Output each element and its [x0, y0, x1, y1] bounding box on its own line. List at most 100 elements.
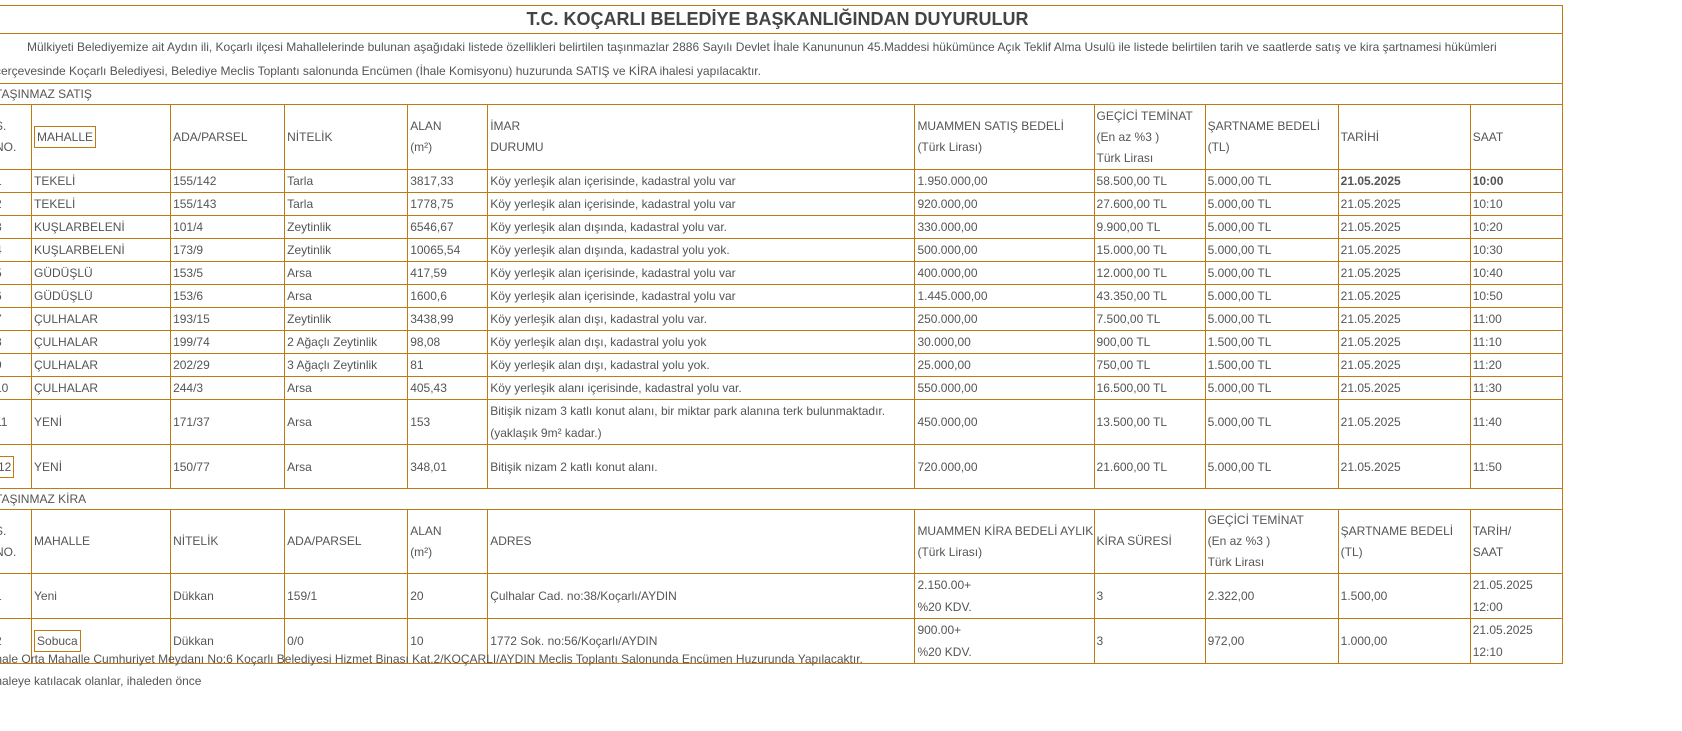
sale-cell: 8: [0, 330, 33, 354]
header-text: MAHALLE: [34, 125, 97, 148]
sale-cell: 10:50: [1469, 284, 1564, 308]
cell-text: 12:00: [1472, 600, 1503, 614]
cell-text: Zeytinlik: [287, 312, 332, 326]
sale-cell: 1.500,00 TL: [1204, 330, 1339, 354]
header-text: MAHALLE: [34, 534, 91, 548]
sale-cell: 5.000,00 TL: [1204, 444, 1339, 489]
cell-text: 43.350,00 TL: [1096, 289, 1168, 303]
header-text: TARİH/: [1472, 523, 1512, 538]
cell-text: Köy yerleşik alan dışı, kadastral yolu v…: [490, 312, 707, 326]
sale-cell: Köy yerleşik alan dışında, kadastral yol…: [487, 238, 916, 262]
cell-text: Zeytinlik: [287, 243, 332, 257]
cell-text: 101/4: [173, 220, 204, 234]
sale-table-row[interactable]: 5 GÜDÜŞLÜ 153/5 Arsa 417,59 Köy yerleşik alan…: [0, 261, 1564, 285]
rent-table-row[interactable]: 2 Sobuca Dükkan 0/0 10 1772 Sok. no:56/Koçarl…: [0, 618, 1564, 664]
rent-cell: 2: [0, 618, 33, 664]
sale-cell: 27.600,00 TL: [1093, 192, 1206, 216]
rent-header-cell: NİTELİK: [170, 509, 286, 574]
sale-header-cell: ALAN (m²): [407, 104, 489, 170]
cell-text: 5.000,00 TL: [1207, 312, 1272, 326]
cell-text: 9: [0, 358, 2, 372]
cell-text: 10065,54: [410, 243, 461, 257]
sale-cell: KUŞLARBELENİ: [31, 215, 172, 239]
sale-table-row[interactable]: 2 TEKELİ 155/143 Tarla 1778,75 Köy yerleşik a…: [0, 192, 1564, 216]
sale-header-row: S. NO. MAHALLE ADA/PARSEL NİTELİK ALAN (m²) İMA…: [0, 104, 1564, 170]
sale-table-row[interactable]: 12 YENİ 150/77 Arsa 348,01 Bitişik nizam 2 ka…: [0, 444, 1564, 489]
sale-cell: 25.000,00: [914, 353, 1095, 377]
cell-text: 2: [0, 634, 2, 648]
sale-table-row[interactable]: 11 YENİ 171/37 Arsa 153 Bitişik nizam 3 katlı…: [0, 399, 1564, 445]
sale-table-row[interactable]: 3 KUŞLARBELENİ 101/4 Zeytinlik 6546,67 Köy ye…: [0, 215, 1564, 239]
sale-cell: 10: [0, 376, 33, 400]
sale-cell: 10:20: [1469, 215, 1564, 239]
sale-table-row[interactable]: 9 ÇULHALAR 202/29 3 Ağaçlı Zeytinlik 81 Köy y…: [0, 353, 1564, 377]
cell-text: 21.05.2025: [1340, 415, 1401, 429]
cell-text: 5.000,00 TL: [1207, 243, 1272, 257]
sale-cell: 16.500,00 TL: [1093, 376, 1206, 400]
cell-text: 900,00 TL: [1096, 335, 1151, 349]
sale-table-row[interactable]: 6 GÜDÜŞLÜ 153/6 Arsa 1600,6 Köy yerleşik alan…: [0, 284, 1564, 308]
cell-text: 81: [410, 358, 424, 372]
sale-cell: 3 Ağaçlı Zeytinlik: [284, 353, 409, 377]
sale-cell: 5: [0, 261, 33, 285]
header-text: MUAMMEN KİRA BEDELİ AYLIK: [917, 523, 1094, 538]
sale-header-cell: MUAMMEN SATIŞ BEDELİ (Türk Lirası): [914, 104, 1095, 170]
sale-cell: 250.000,00: [914, 307, 1095, 331]
sale-cell: 21.05.2025: [1337, 192, 1471, 216]
cell-text: 10: [0, 381, 9, 395]
header-text: ŞARTNAME BEDELİ: [1340, 523, 1454, 538]
page-title: T.C. KOÇARLI BELEDİYE BAŞKANLIĞINDAN DUY…: [0, 5, 1563, 34]
cell-text: 1772 Sok. no:56/Koçarlı/AYDIN: [490, 634, 658, 648]
sale-cell: Köy yerleşik alan içerisinde, kadastral …: [487, 192, 916, 216]
sale-cell: YENİ: [31, 399, 172, 445]
sale-cell: Köy yerleşik alan dışı, kadastral yolu v…: [487, 307, 916, 331]
cell-text: Arsa: [287, 289, 312, 303]
sale-table-row[interactable]: 10 ÇULHALAR 244/3 Arsa 405,43 Köy yerleşik al…: [0, 376, 1564, 400]
cell-text: 20: [410, 589, 424, 603]
sale-cell: 21.05.2025: [1337, 215, 1471, 239]
sale-section-label: TAŞINMAZ SATIŞ: [0, 83, 1563, 105]
sale-cell: 3: [0, 215, 33, 239]
sale-cell: Köy yerleşik alan dışı, kadastral yolu y…: [487, 353, 916, 377]
sale-cell: 1.500,00 TL: [1204, 353, 1339, 377]
cell-text: Bitişik nizam 3 katlı konut alanı, bir m…: [490, 404, 886, 440]
sale-table-row[interactable]: 8 ÇULHALAR 199/74 2 Ağaçlı Zeytinlik 98,08 Kö…: [0, 330, 1564, 354]
sale-table-row[interactable]: 4 KUŞLARBELENİ 173/9 Zeytinlik 10065,54 Köy y…: [0, 238, 1564, 262]
rent-cell: 21.05.2025 12:00: [1469, 573, 1564, 619]
cell-text: 550.000,00: [917, 381, 978, 395]
sale-cell: 6546,67: [407, 215, 489, 239]
sale-cell: TEKELİ: [31, 169, 172, 193]
sale-cell: 150/77: [170, 444, 286, 489]
cell-text: Köy yerleşik alan içerisinde, kadastral …: [490, 289, 736, 303]
cell-text: 5.000,00 TL: [1207, 459, 1272, 474]
cell-text: 10:40: [1472, 266, 1503, 280]
cell-text: 58.500,00 TL: [1096, 174, 1168, 188]
cell-text: 6546,67: [410, 220, 454, 234]
sale-cell: 5.000,00 TL: [1204, 284, 1339, 308]
sale-cell: 1778,75: [407, 192, 489, 216]
rent-cell: 1: [0, 573, 33, 619]
header-text: ADRES: [490, 534, 532, 548]
rent-cell: Dükkan: [170, 573, 286, 619]
rent-table-row[interactable]: 1 Yeni Dükkan 159/1 20 Çulhalar Cad. no:38/Ko…: [0, 573, 1564, 619]
cell-text: 348,01: [410, 459, 447, 474]
rent-cell: Sobuca: [31, 618, 172, 664]
cell-text: ÇULHALAR: [34, 312, 99, 326]
sale-cell: ÇULHALAR: [31, 376, 172, 400]
cell-text: 12.000,00 TL: [1096, 266, 1168, 280]
rent-cell: 2.150.00+ %20 KDV.: [914, 573, 1095, 619]
cell-text: TEKELİ: [34, 174, 76, 188]
sale-cell: 199/74: [170, 330, 286, 354]
cell-text: 330.000,00: [917, 220, 978, 234]
sale-table-row[interactable]: 7 ÇULHALAR 193/15 Zeytinlik 3438,99 Köy yerle…: [0, 307, 1564, 331]
rent-cell: 1.500,00: [1337, 573, 1471, 619]
sale-cell: Arsa: [284, 284, 409, 308]
cell-text: 21.05.2025: [1472, 623, 1533, 637]
sale-cell: 1.445.000,00: [914, 284, 1095, 308]
sale-cell: 21.05.2025: [1337, 238, 1471, 262]
sale-table-row[interactable]: 1 TEKELİ 155/142 Tarla 3817,33 Köy yerleşik a…: [0, 169, 1564, 193]
header-text: Türk Lirası: [1096, 150, 1154, 165]
cell-text: Zeytinlik: [287, 220, 332, 234]
cell-text: Sobuca: [34, 630, 81, 652]
header-text: NİTELİK: [173, 534, 219, 548]
